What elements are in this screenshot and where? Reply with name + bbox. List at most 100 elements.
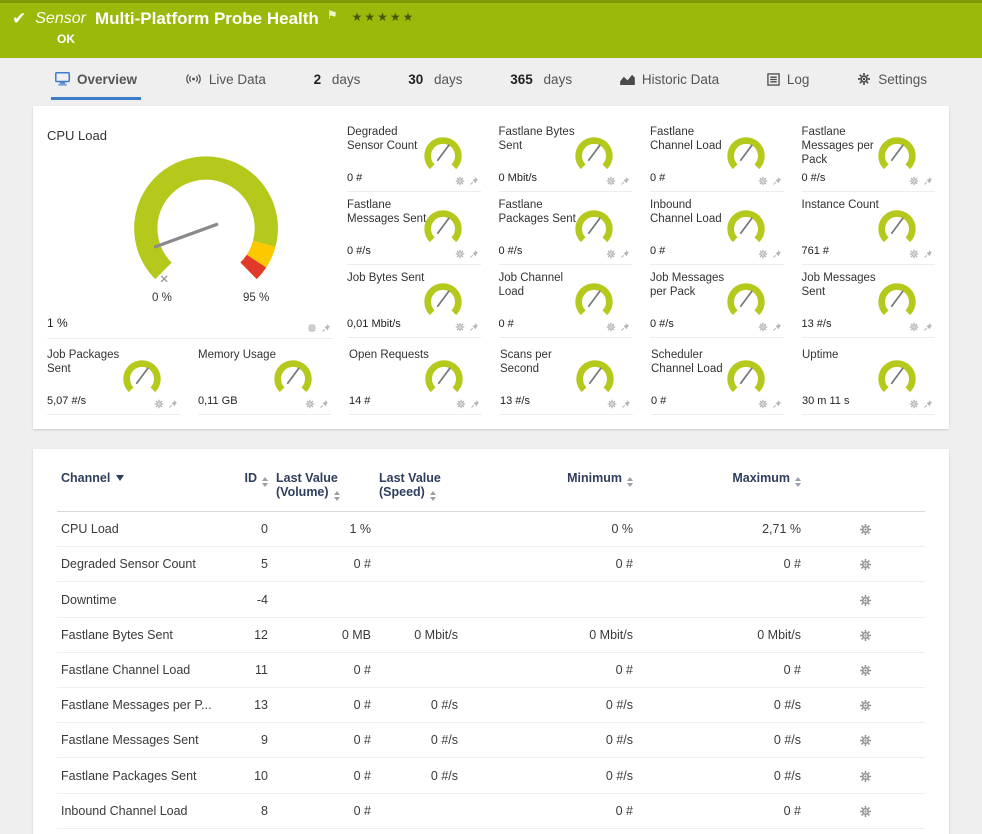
col-header-maximum[interactable]: Maximum (637, 459, 805, 512)
channel-gauge-tile[interactable]: Degraded Sensor Count 0 # (347, 120, 481, 192)
channel-gear-icon[interactable] (606, 176, 616, 186)
pin-icon[interactable] (469, 176, 479, 186)
channel-gear-icon[interactable] (758, 399, 768, 409)
gauge-needle (589, 291, 600, 306)
channel-settings-gear-icon[interactable] (859, 594, 872, 607)
channel-gear-icon[interactable] (909, 399, 919, 409)
channel-gauge-tile[interactable]: Fastlane Bytes Sent 0 Mbit/s (499, 120, 633, 192)
table-row[interactable]: CPU Load 0 1 % 0 % 2,71 % (57, 512, 925, 547)
pin-icon[interactable] (470, 399, 480, 409)
tab-overview[interactable]: Overview (55, 58, 137, 100)
channel-gear-icon[interactable] (607, 399, 617, 409)
channel-gauge-tile[interactable]: Fastlane Messages Sent 0 #/s (347, 193, 481, 265)
pin-icon[interactable] (620, 322, 630, 332)
pin-icon[interactable] (923, 249, 933, 259)
channel-gauge-tile[interactable]: Instance Count 761 # (802, 193, 936, 265)
channel-gear-icon[interactable] (305, 399, 315, 409)
gauge-value: 13 #/s (500, 395, 530, 407)
pin-icon[interactable] (469, 249, 479, 259)
channel-gear-icon[interactable] (909, 322, 919, 332)
channel-gear-icon[interactable] (758, 176, 768, 186)
table-row[interactable]: Fastlane Channel Load 11 0 # 0 # 0 # (57, 652, 925, 687)
tab-365-days[interactable]: 365 days (510, 58, 572, 100)
channel-gear-icon[interactable] (154, 399, 164, 409)
channel-gear-icon[interactable] (758, 322, 768, 332)
pin-icon[interactable] (621, 399, 631, 409)
channel-gear-icon[interactable] (455, 176, 465, 186)
tab-historic-data[interactable]: Historic Data (620, 58, 719, 100)
channel-gauge-tile[interactable]: Open Requests 14 # (349, 343, 482, 415)
pin-icon[interactable] (923, 322, 933, 332)
col-header-last-value-volume[interactable]: Last Value (Volume) (272, 459, 375, 512)
channel-gear-icon[interactable] (909, 249, 919, 259)
col-header-minimum[interactable]: Minimum (462, 459, 637, 512)
cpu-load-gauge-tile[interactable]: CPU Load 0 % 95 % 1 % (47, 120, 333, 339)
channel-gear-icon[interactable] (455, 322, 465, 332)
col-header-channel[interactable]: Channel (57, 459, 217, 512)
table-row[interactable]: Downtime -4 (57, 582, 925, 617)
channel-gauge-tile[interactable]: Fastlane Packages Sent 0 #/s (499, 193, 633, 265)
pin-icon[interactable] (620, 176, 630, 186)
channel-gauge-tile[interactable]: Fastlane Channel Load 0 # (650, 120, 784, 192)
channel-gauge-tile[interactable]: Fastlane Messages per Pack 0 #/s (802, 120, 936, 192)
channel-settings-gear-icon[interactable] (859, 805, 872, 818)
pin-icon[interactable] (321, 323, 331, 333)
channel-gear-icon[interactable] (456, 399, 466, 409)
ok-check-icon: ✔ (12, 9, 26, 29)
channel-gear-icon[interactable] (758, 249, 768, 259)
cell-max: 0 # (637, 652, 805, 687)
channel-settings-gear-icon[interactable] (859, 699, 872, 712)
table-row[interactable]: Degraded Sensor Count 5 0 # 0 # 0 # (57, 547, 925, 582)
tab-label: Live Data (209, 72, 266, 87)
channel-gear-icon[interactable] (307, 323, 317, 333)
channel-gauge-tile[interactable]: Memory Usage 0,11 GB (198, 343, 331, 415)
channel-gear-icon[interactable] (455, 249, 465, 259)
channel-settings-gear-icon[interactable] (859, 523, 872, 536)
pin-icon[interactable] (772, 399, 782, 409)
pin-icon[interactable] (772, 249, 782, 259)
channel-settings-gear-icon[interactable] (859, 558, 872, 571)
channel-gauge-tile[interactable]: Job Channel Load 0 # (499, 266, 633, 338)
pin-icon[interactable] (469, 322, 479, 332)
tab-live-data[interactable]: Live Data (185, 58, 266, 100)
table-row[interactable]: Inbound Channel Load 8 0 # 0 # 0 # (57, 793, 925, 828)
channel-gear-icon[interactable] (909, 176, 919, 186)
channel-settings-gear-icon[interactable] (859, 770, 872, 783)
tab-log[interactable]: Log (767, 58, 810, 100)
channel-gauge-tile[interactable]: Job Bytes Sent 0,01 Mbit/s (347, 266, 481, 338)
pin-icon[interactable] (168, 399, 178, 409)
tab-label: days (430, 72, 462, 87)
channel-gear-icon[interactable] (606, 322, 616, 332)
gauge-value: 0 # (347, 172, 362, 184)
table-row[interactable]: Fastlane Messages per P... 13 0 # 0 #/s … (57, 688, 925, 723)
pin-icon[interactable] (319, 399, 329, 409)
table-row[interactable]: Fastlane Messages Sent 9 0 # 0 #/s 0 #/s… (57, 723, 925, 758)
table-row[interactable]: Fastlane Bytes Sent 12 0 MB 0 Mbit/s 0 M… (57, 617, 925, 652)
channel-gauge-tile[interactable]: Uptime 30 m 11 s (802, 343, 935, 415)
favorite-stars[interactable]: ★★★★★ (352, 10, 416, 24)
channel-settings-gear-icon[interactable] (859, 734, 872, 747)
priority-flag-icon[interactable]: ⚑ (327, 8, 338, 22)
channel-gauge-tile[interactable]: Inbound Channel Load 0 # (650, 193, 784, 265)
channel-settings-gear-icon[interactable] (859, 629, 872, 642)
pin-icon[interactable] (923, 399, 933, 409)
table-row[interactable]: Instance Count 6 761 # 103 # 761 # (57, 828, 925, 834)
gauge-needle (892, 145, 903, 160)
channel-gauge-tile[interactable]: Job Packages Sent 5,07 #/s (47, 343, 180, 415)
channel-gauge-tile[interactable]: Scheduler Channel Load 0 # (651, 343, 784, 415)
pin-icon[interactable] (620, 249, 630, 259)
col-header-last-value-speed[interactable]: Last Value (Speed) (375, 459, 462, 512)
col-header-id[interactable]: ID (217, 459, 272, 512)
tab-30-days[interactable]: 30 days (408, 58, 462, 100)
tab-settings[interactable]: Settings (857, 58, 927, 100)
tab-2-days[interactable]: 2 days (314, 58, 361, 100)
pin-icon[interactable] (772, 176, 782, 186)
channel-gauge-tile[interactable]: Job Messages Sent 13 #/s (802, 266, 936, 338)
channel-gauge-tile[interactable]: Scans per Second 13 #/s (500, 343, 633, 415)
channel-gauge-tile[interactable]: Job Messages per Pack 0 #/s (650, 266, 784, 338)
channel-gear-icon[interactable] (606, 249, 616, 259)
channel-settings-gear-icon[interactable] (859, 664, 872, 677)
pin-icon[interactable] (923, 176, 933, 186)
table-row[interactable]: Fastlane Packages Sent 10 0 # 0 #/s 0 #/… (57, 758, 925, 793)
pin-icon[interactable] (772, 322, 782, 332)
